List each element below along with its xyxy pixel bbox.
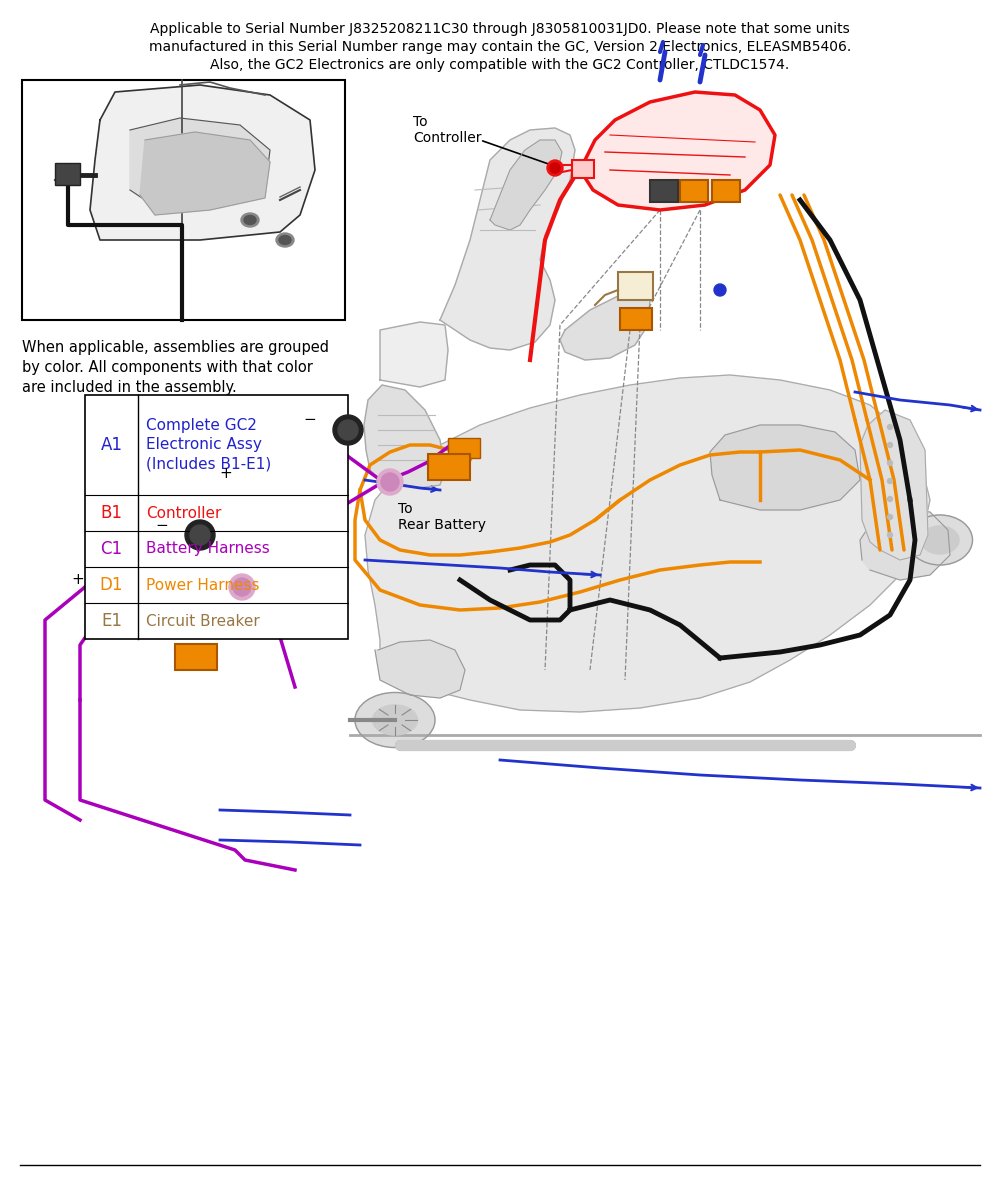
Text: Controller: Controller bbox=[146, 505, 221, 521]
Circle shape bbox=[381, 473, 399, 491]
Text: Also, the GC2 Electronics are only compatible with the GC2 Controller, CTLDC1574: Also, the GC2 Electronics are only compa… bbox=[210, 58, 790, 72]
Bar bbox=[428, 454, 470, 480]
Circle shape bbox=[547, 160, 563, 176]
Circle shape bbox=[190, 526, 210, 545]
Polygon shape bbox=[710, 425, 860, 510]
Ellipse shape bbox=[908, 515, 972, 565]
Polygon shape bbox=[90, 85, 315, 240]
Bar bbox=[85, 395, 348, 638]
Polygon shape bbox=[440, 128, 575, 350]
Ellipse shape bbox=[372, 704, 418, 734]
Ellipse shape bbox=[355, 692, 435, 748]
Ellipse shape bbox=[888, 443, 893, 448]
Polygon shape bbox=[380, 322, 448, 386]
Text: A1: A1 bbox=[100, 436, 122, 454]
Polygon shape bbox=[130, 118, 270, 210]
Polygon shape bbox=[860, 410, 928, 560]
Text: Complete GC2
Electronic Assy
(Includes B1-E1): Complete GC2 Electronic Assy (Includes B… bbox=[146, 419, 271, 472]
Bar bbox=[22, 80, 345, 320]
Ellipse shape bbox=[888, 479, 893, 484]
Ellipse shape bbox=[888, 461, 893, 466]
Circle shape bbox=[185, 520, 215, 550]
Ellipse shape bbox=[888, 533, 893, 538]
Text: To
Front Battery: To Front Battery bbox=[253, 608, 344, 638]
Polygon shape bbox=[364, 385, 445, 488]
Text: Applicable to Serial Number J8325208211C30 through J8305810031JD0. Please note t: Applicable to Serial Number J8325208211C… bbox=[150, 22, 850, 36]
Polygon shape bbox=[490, 140, 562, 230]
Text: Battery Harness: Battery Harness bbox=[146, 541, 270, 557]
Text: manufactured in this Serial Number range may contain the GC, Version 2 Electroni: manufactured in this Serial Number range… bbox=[149, 40, 851, 54]
Ellipse shape bbox=[279, 235, 291, 245]
Circle shape bbox=[338, 420, 358, 440]
Polygon shape bbox=[580, 92, 775, 210]
Text: Power Harness: Power Harness bbox=[146, 577, 260, 593]
Text: +: + bbox=[72, 571, 84, 587]
Ellipse shape bbox=[241, 214, 259, 227]
Bar bbox=[448, 438, 480, 458]
Text: −: − bbox=[156, 517, 168, 533]
Text: Circuit Breaker: Circuit Breaker bbox=[146, 613, 260, 629]
Ellipse shape bbox=[888, 497, 893, 502]
Bar bbox=[620, 308, 652, 330]
Bar bbox=[572, 160, 594, 178]
Circle shape bbox=[377, 469, 403, 494]
Text: B1: B1 bbox=[100, 504, 122, 522]
Bar bbox=[680, 180, 708, 202]
Polygon shape bbox=[365, 374, 930, 712]
Ellipse shape bbox=[276, 233, 294, 247]
Polygon shape bbox=[560, 290, 650, 360]
Circle shape bbox=[233, 578, 251, 596]
Polygon shape bbox=[860, 510, 950, 580]
Ellipse shape bbox=[888, 515, 893, 520]
Text: E1: E1 bbox=[101, 612, 122, 630]
Circle shape bbox=[333, 415, 363, 445]
Circle shape bbox=[714, 284, 726, 296]
Text: To
Controller: To Controller bbox=[413, 115, 482, 145]
Text: When applicable, assemblies are grouped: When applicable, assemblies are grouped bbox=[22, 340, 329, 355]
Ellipse shape bbox=[888, 425, 893, 430]
Text: by color. All components with that color: by color. All components with that color bbox=[22, 360, 313, 374]
Circle shape bbox=[229, 574, 255, 600]
Polygon shape bbox=[375, 640, 465, 698]
Text: −: − bbox=[304, 413, 316, 427]
Text: D1: D1 bbox=[100, 576, 123, 594]
Circle shape bbox=[550, 163, 560, 173]
Text: are included in the assembly.: are included in the assembly. bbox=[22, 380, 237, 395]
Ellipse shape bbox=[921, 526, 959, 554]
Bar bbox=[55, 163, 80, 185]
Bar bbox=[618, 272, 653, 300]
Bar bbox=[712, 180, 740, 202]
Text: +: + bbox=[220, 467, 232, 481]
Text: To
Rear Battery: To Rear Battery bbox=[398, 502, 486, 533]
Ellipse shape bbox=[244, 216, 256, 224]
Text: C1: C1 bbox=[100, 540, 123, 558]
Bar bbox=[650, 180, 678, 202]
Polygon shape bbox=[140, 132, 270, 215]
Bar bbox=[175, 644, 217, 670]
